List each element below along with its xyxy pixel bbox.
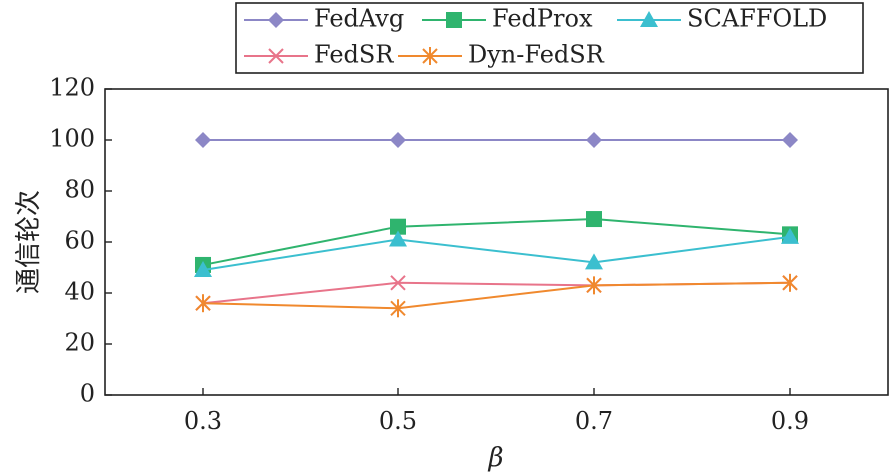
y-tick-label: 0 bbox=[80, 380, 95, 408]
x-tick-label: 0.3 bbox=[184, 407, 222, 435]
data-point-fedavg bbox=[390, 132, 406, 148]
y-axis-title: 通信轮次 bbox=[14, 190, 44, 294]
legend-label-fedprox: FedProx bbox=[492, 5, 593, 33]
series-dyn-fedsr bbox=[195, 273, 798, 318]
data-point-dyn-fedsr bbox=[195, 294, 211, 313]
series-fedprox bbox=[195, 211, 798, 273]
legend-label-fedsr: FedSR bbox=[314, 41, 394, 69]
series-scaffold bbox=[194, 227, 799, 278]
series-fedavg bbox=[195, 132, 798, 148]
legend-box bbox=[235, 2, 864, 74]
legend-item-fedsr: FedSR bbox=[244, 41, 394, 69]
y-tick-label: 80 bbox=[64, 176, 95, 204]
x-axis: 0.3 0.5 0.7 0.9 bbox=[184, 388, 809, 435]
data-point-scaffold bbox=[389, 230, 407, 247]
legend-marker-dyn-fedsr bbox=[422, 47, 438, 65]
data-point-dyn-fedsr bbox=[390, 299, 406, 318]
y-tick-label: 40 bbox=[64, 278, 95, 306]
x-tick-label: 0.9 bbox=[771, 407, 809, 435]
series-line-fedprox bbox=[202, 218, 791, 266]
legend-item-fedavg: FedAvg bbox=[244, 5, 404, 33]
y-tick-label: 60 bbox=[64, 227, 95, 255]
data-point-scaffold bbox=[194, 261, 212, 278]
legend-marker-fedprox bbox=[446, 12, 462, 28]
data-point-scaffold bbox=[781, 227, 799, 244]
series-group bbox=[194, 132, 799, 318]
x-tick-label: 0.5 bbox=[379, 407, 417, 435]
data-point-dyn-fedsr bbox=[782, 273, 798, 292]
data-point-fedprox bbox=[390, 218, 406, 235]
legend-marker-fedavg bbox=[268, 12, 284, 28]
y-tick-label: 120 bbox=[49, 74, 95, 102]
legend-item-dyn-fedsr: Dyn-FedSR bbox=[398, 41, 605, 69]
series-line-scaffold bbox=[202, 235, 791, 272]
legend-marker-fedsr bbox=[268, 48, 284, 64]
series-line-fedsr bbox=[202, 281, 791, 305]
legend: FedAvg FedProx SCAFFOLD FedSR Dyn-FedSR bbox=[235, 2, 864, 74]
y-tick-label: 20 bbox=[64, 329, 95, 357]
data-point-fedavg bbox=[195, 132, 211, 148]
legend-label-fedavg: FedAvg bbox=[314, 5, 404, 33]
legend-label-dyn-fedsr: Dyn-FedSR bbox=[468, 41, 605, 69]
legend-label-scaffold: SCAFFOLD bbox=[687, 5, 827, 33]
plot-area bbox=[104, 88, 889, 396]
data-point-fedsr bbox=[390, 275, 406, 291]
data-point-fedprox bbox=[586, 211, 602, 228]
x-tick-label: 0.7 bbox=[575, 407, 613, 435]
y-tick-label: 100 bbox=[49, 125, 95, 153]
legend-item-scaffold: SCAFFOLD bbox=[617, 5, 827, 33]
x-axis-title: β bbox=[487, 443, 503, 473]
data-point-dyn-fedsr bbox=[586, 276, 602, 295]
legend-marker-scaffold bbox=[640, 11, 658, 27]
series-line-dyn-fedsr bbox=[202, 281, 791, 310]
y-axis: 0 20 40 60 80 100 120 bbox=[49, 74, 112, 408]
data-point-fedavg bbox=[782, 132, 798, 148]
legend-item-fedprox: FedProx bbox=[422, 5, 593, 33]
data-point-scaffold bbox=[585, 253, 603, 270]
data-point-fedavg bbox=[586, 132, 602, 148]
